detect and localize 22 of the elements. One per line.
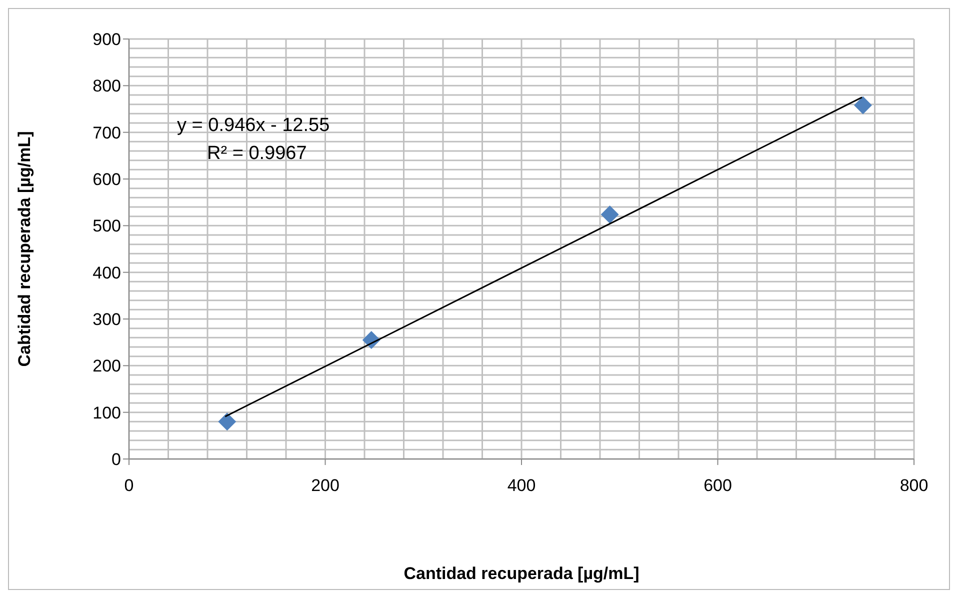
y-tick-label: 500	[92, 216, 121, 236]
y-tick-label: 200	[92, 356, 121, 376]
y-tick-label: 900	[92, 30, 121, 50]
point	[600, 205, 619, 224]
y-tick-label: 700	[92, 123, 121, 142]
annotation: R² = 0.9967	[207, 143, 307, 164]
point	[218, 412, 236, 431]
x-tick-label: 400	[507, 476, 536, 496]
x-axis-title: Cantidad recuperada [µg/mL]	[404, 564, 640, 583]
y-tick-label: 100	[92, 403, 121, 422]
y-tick-label: 300	[92, 310, 121, 330]
x-tick-label: 800	[900, 476, 928, 496]
y-tick-label: 800	[92, 76, 121, 96]
annotation: y = 0.946x - 12.55	[177, 115, 330, 136]
y-axis-title: Cabtidad recuperada [µg/mL]	[15, 131, 34, 367]
y-tick-label: 400	[92, 263, 121, 282]
y-tick-label: 0	[112, 450, 121, 470]
x-tick-label: 200	[311, 476, 340, 496]
point	[854, 96, 872, 114]
x-tick-label: 600	[704, 476, 732, 496]
y-tick-label: 600	[92, 170, 121, 190]
x-tick-label: 0	[124, 476, 134, 496]
